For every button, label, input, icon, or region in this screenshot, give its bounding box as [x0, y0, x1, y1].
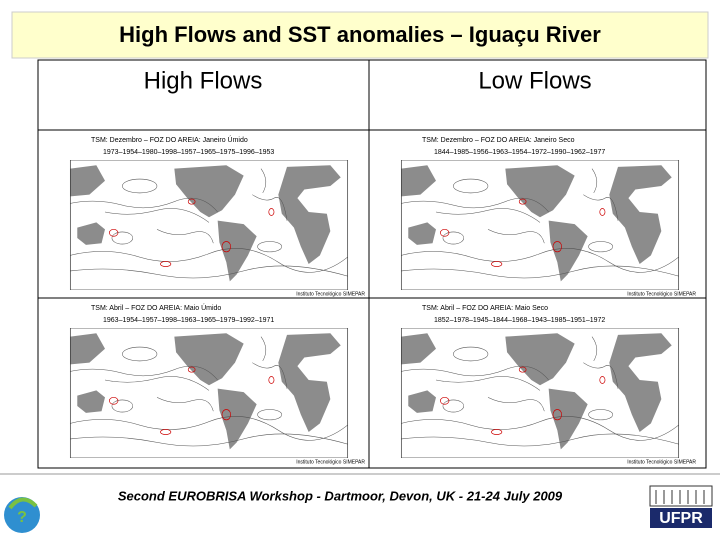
footer: Second EUROBRISA Workshop - Dartmoor, De…: [118, 488, 563, 503]
map-credit: Instituto Tecnológico SIMEPAR: [627, 459, 696, 465]
svg-text:?: ?: [17, 509, 27, 526]
logo-right: UFPR: [649, 485, 713, 528]
map-credit: Instituto Tecnológico SIMEPAR: [296, 291, 365, 297]
table: [37, 59, 707, 469]
map-heading: TSM: Dezembro – FOZ DO AREIA: Janeiro Úm…: [91, 135, 248, 144]
map-years: 1973–1954–1980–1998–1957–1965–1975–1996–…: [103, 149, 274, 156]
logo-left: ?: [4, 497, 40, 533]
sst-map: [69, 328, 349, 458]
sst-map: [400, 160, 680, 290]
map-years: 1852–1978–1945–1844–1968–1943–1985–1951–…: [434, 317, 605, 324]
map-heading: TSM: Abril – FOZ DO AREIA: Maio Seco: [422, 305, 548, 312]
map-heading: TSM: Dezembro – FOZ DO AREIA: Janeiro Se…: [422, 137, 575, 144]
sst-map: [69, 160, 349, 290]
sst-map: [400, 328, 680, 458]
title-bar: [11, 11, 709, 59]
map-heading: TSM: Abril – FOZ DO AREIA: Maio Úmido: [91, 303, 221, 312]
column-header: Low Flows: [478, 67, 591, 94]
logo-text: UFPR: [659, 510, 703, 527]
column-header: High Flows: [144, 67, 263, 94]
slide-title: High Flows and SST anomalies – Iguaçu Ri…: [119, 22, 601, 47]
map-years: 1963–1954–1957–1998–1963–1965–1979–1992–…: [103, 317, 274, 324]
map-credit: Instituto Tecnológico SIMEPAR: [627, 291, 696, 297]
map-credit: Instituto Tecnológico SIMEPAR: [296, 459, 365, 465]
map-years: 1844–1985–1956–1963–1954–1972–1990–1962–…: [434, 149, 605, 156]
